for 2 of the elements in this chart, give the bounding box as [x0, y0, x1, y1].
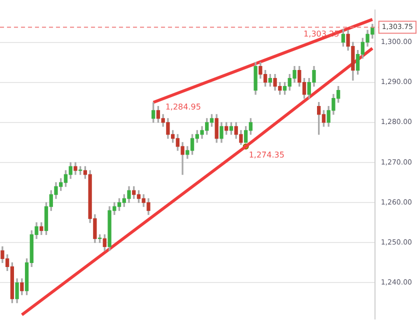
annotation: 1,284.95 — [165, 102, 201, 112]
annotation: 1,274.35 — [248, 150, 284, 160]
